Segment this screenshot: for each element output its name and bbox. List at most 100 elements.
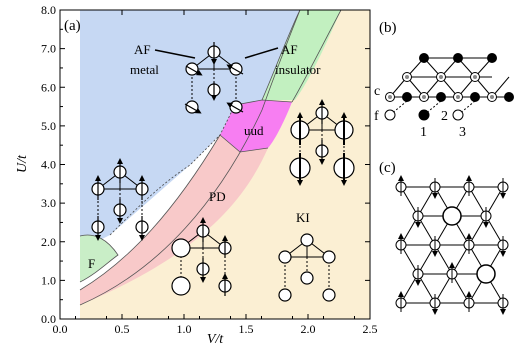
x-axis: 0.0 0.5 1.0 1.5 2.0 2.5 bbox=[53, 10, 378, 336]
site-filled bbox=[453, 53, 463, 63]
bond-c bbox=[434, 273, 453, 304]
y-tick-label: 5.0 bbox=[41, 119, 56, 133]
boundary-afi bbox=[261, 10, 342, 103]
bond-c bbox=[468, 215, 487, 246]
boundary-uud bbox=[219, 99, 293, 153]
panel-label-b: (b) bbox=[379, 20, 397, 36]
boundary-main bbox=[79, 10, 301, 306]
lattice-panel-b bbox=[384, 53, 514, 121]
spin-arrow bbox=[185, 65, 203, 76]
site bbox=[322, 288, 336, 302]
bond-c bbox=[400, 244, 419, 275]
f-site bbox=[384, 109, 396, 121]
site bbox=[229, 100, 243, 114]
panel-label-a: (a) bbox=[64, 18, 81, 34]
bond-c bbox=[451, 273, 470, 304]
large-site bbox=[476, 264, 496, 284]
y-tick-label: 0.0 bbox=[41, 312, 56, 326]
x-tick-label: 2.0 bbox=[301, 322, 316, 336]
x-tick-label: 2.5 bbox=[363, 322, 378, 336]
boundary-pd-upper bbox=[79, 134, 221, 291]
site bbox=[300, 271, 314, 285]
bond-c bbox=[417, 273, 436, 304]
site bbox=[278, 250, 292, 264]
site bbox=[322, 250, 336, 264]
site-dot bbox=[439, 75, 443, 79]
x-tick-label: 1.0 bbox=[177, 322, 192, 336]
site bbox=[171, 238, 191, 258]
site-dot bbox=[473, 75, 477, 79]
site-dot bbox=[490, 95, 494, 99]
y-tick-label: 1.0 bbox=[41, 273, 56, 287]
x-tick-label: 1.5 bbox=[239, 322, 254, 336]
site bbox=[185, 100, 199, 114]
bond-c bbox=[417, 215, 436, 246]
site-filled bbox=[402, 92, 412, 102]
y-axis: 0.0 1.0 2.0 3.0 4.0 5.0 6.0 7.0 8.0 bbox=[41, 3, 370, 326]
bond-c bbox=[485, 186, 504, 217]
boundary-ferro bbox=[79, 234, 119, 283]
bond-c bbox=[400, 215, 419, 246]
cluster-af-extra bbox=[184, 64, 244, 114]
site bbox=[300, 233, 314, 247]
cluster-ki bbox=[278, 233, 336, 302]
spin-clusters bbox=[91, 42, 355, 302]
site-label-1: 1 bbox=[420, 125, 427, 140]
bond-c bbox=[451, 244, 470, 275]
site-dot bbox=[388, 95, 392, 99]
cluster-uud bbox=[289, 99, 355, 186]
site-filled bbox=[470, 92, 480, 102]
bond-c bbox=[417, 244, 436, 275]
pointer-af-metal bbox=[154, 49, 196, 59]
site-filled bbox=[419, 53, 429, 63]
site-dot bbox=[405, 75, 409, 79]
x-tick-label: 0.0 bbox=[53, 322, 68, 336]
site bbox=[278, 288, 292, 302]
label-af-ins-1: AF bbox=[281, 42, 298, 57]
cluster-ferro bbox=[91, 158, 149, 241]
spin-arrow bbox=[184, 103, 202, 114]
bond-c bbox=[400, 186, 419, 217]
row-label-c: c bbox=[374, 84, 380, 99]
site-filled bbox=[504, 92, 514, 102]
pointer-af-ins bbox=[244, 47, 279, 59]
bond-c bbox=[417, 186, 436, 217]
panel-label-c: (c) bbox=[379, 160, 396, 176]
site-filled bbox=[487, 53, 497, 63]
site-label-3: 3 bbox=[459, 125, 466, 140]
site-filled bbox=[436, 92, 446, 102]
y-tick-label: 8.0 bbox=[41, 3, 56, 17]
af-metal-region bbox=[80, 10, 300, 250]
bond-c bbox=[434, 244, 453, 275]
spin-arrow bbox=[226, 102, 244, 113]
x-axis-title: V/t bbox=[207, 332, 224, 347]
bond-c bbox=[485, 215, 504, 246]
y-tick-label: 2.0 bbox=[41, 235, 56, 249]
y-tick-label: 4.0 bbox=[41, 158, 56, 172]
site-dot bbox=[456, 95, 460, 99]
bond-c bbox=[400, 273, 419, 304]
y-tick-label: 3.0 bbox=[41, 196, 56, 210]
site-label-2: 2 bbox=[441, 109, 448, 124]
ferro-region bbox=[80, 234, 118, 282]
y-tick-label: 6.0 bbox=[41, 80, 56, 94]
kagome-panel-c bbox=[395, 175, 509, 315]
pd-region bbox=[80, 135, 268, 305]
site bbox=[229, 62, 243, 76]
row-label-f: f bbox=[374, 109, 379, 124]
label-af-metal-2: metal bbox=[130, 62, 159, 77]
label-ki: KI bbox=[296, 210, 310, 225]
cluster-pd bbox=[171, 217, 232, 296]
spin-arrow bbox=[226, 64, 244, 75]
label-uud: uud bbox=[244, 123, 264, 138]
label-af-ins-2: insulator bbox=[275, 62, 321, 77]
site-dot bbox=[422, 95, 426, 99]
y-axis-title: U/t bbox=[15, 154, 30, 173]
bond-c bbox=[468, 186, 487, 217]
label-af-metal-1: AF bbox=[134, 42, 151, 57]
f-site bbox=[452, 109, 464, 121]
y-tick-label: 7.0 bbox=[41, 42, 56, 56]
x-tick-label: 0.5 bbox=[115, 322, 130, 336]
